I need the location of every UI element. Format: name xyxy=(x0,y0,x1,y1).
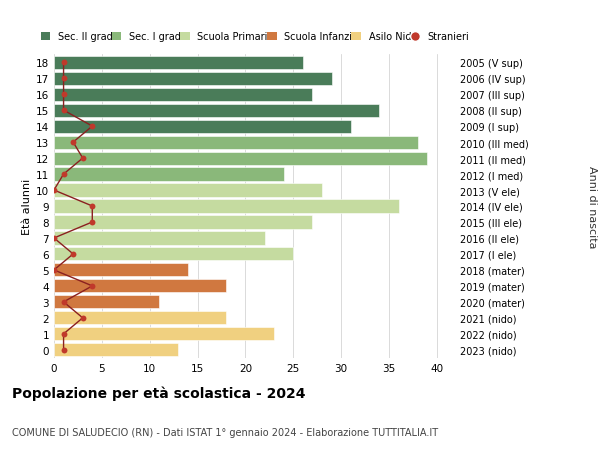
Text: Anni di nascita: Anni di nascita xyxy=(587,165,597,248)
Point xyxy=(88,219,97,226)
Point xyxy=(68,251,78,258)
Point xyxy=(59,298,68,306)
Bar xyxy=(54,168,284,181)
Point xyxy=(49,187,59,194)
Bar xyxy=(54,296,159,309)
Point xyxy=(88,123,97,130)
Bar xyxy=(54,328,274,341)
Text: Popolazione per età scolastica - 2024: Popolazione per età scolastica - 2024 xyxy=(12,386,305,400)
Legend: Sec. II grado, Sec. I grado, Scuola Primaria, Scuola Infanzia, Asilo Nido, Stran: Sec. II grado, Sec. I grado, Scuola Prim… xyxy=(39,30,471,44)
Bar xyxy=(54,264,188,277)
Bar xyxy=(54,343,178,357)
Point xyxy=(78,155,88,162)
Point xyxy=(49,235,59,242)
Bar xyxy=(54,248,293,261)
Bar xyxy=(54,120,351,134)
Point xyxy=(88,203,97,210)
Y-axis label: Età alunni: Età alunni xyxy=(22,179,32,235)
Point xyxy=(59,91,68,99)
Point xyxy=(68,139,78,146)
Bar xyxy=(54,200,398,213)
Point xyxy=(59,107,68,115)
Bar xyxy=(54,232,265,245)
Bar xyxy=(54,104,379,118)
Point xyxy=(59,330,68,338)
Point xyxy=(59,171,68,179)
Bar xyxy=(54,73,332,85)
Point xyxy=(59,59,68,67)
Bar xyxy=(54,136,418,149)
Point xyxy=(59,347,68,354)
Point xyxy=(49,267,59,274)
Point xyxy=(78,314,88,322)
Point xyxy=(88,283,97,290)
Bar xyxy=(54,56,303,70)
Bar xyxy=(54,184,322,197)
Bar xyxy=(54,152,427,165)
Bar xyxy=(54,216,313,229)
Bar xyxy=(54,312,226,325)
Point xyxy=(59,75,68,83)
Bar xyxy=(54,280,226,293)
Text: COMUNE DI SALUDECIO (RN) - Dati ISTAT 1° gennaio 2024 - Elaborazione TUTTITALIA.: COMUNE DI SALUDECIO (RN) - Dati ISTAT 1°… xyxy=(12,427,438,437)
Bar xyxy=(54,89,313,101)
